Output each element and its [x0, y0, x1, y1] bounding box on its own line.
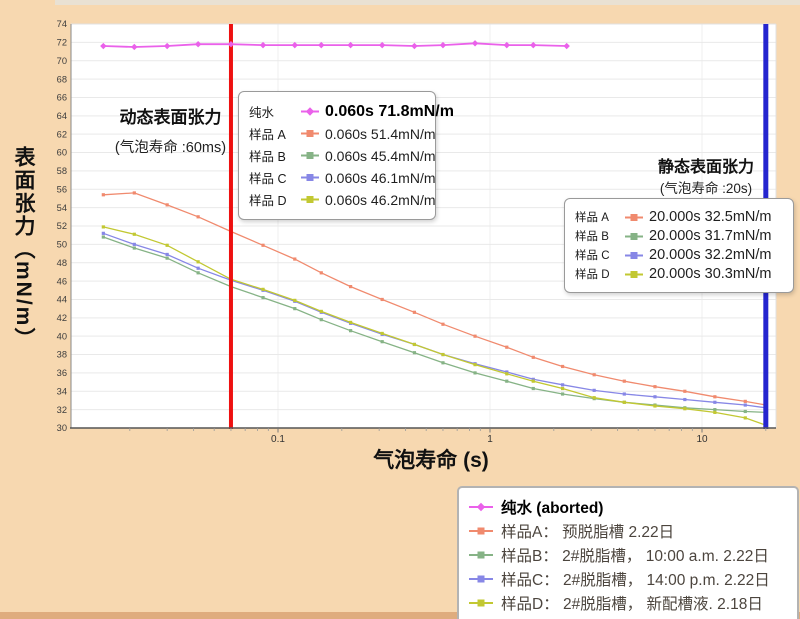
svg-text:1: 1 [487, 434, 493, 445]
series-marker-icon [468, 597, 494, 609]
dynamic-tooltip-row: 纯水 0.060s 71.8mN/m [249, 102, 454, 121]
series-marker-icon [300, 150, 320, 161]
svg-text:70: 70 [57, 56, 67, 66]
series-marker-icon [300, 128, 320, 139]
dynamic-bubble-life-label: (气泡寿命 :60ms) [114, 140, 227, 156]
svg-text:62: 62 [57, 129, 67, 139]
series-marker-icon [624, 250, 644, 261]
series-marker-icon [624, 212, 644, 223]
legend-item-label: 纯水 (aborted) [501, 500, 604, 517]
measurement-value: 20.000s 31.7mN/m [649, 228, 772, 244]
svg-text:66: 66 [57, 93, 67, 103]
legend-item: 样品D： 2#脱脂槽， 新配槽液. 2.18日 [468, 592, 788, 614]
svg-text:44: 44 [57, 295, 67, 305]
svg-text:50: 50 [57, 240, 67, 250]
series-marker-icon [468, 549, 494, 561]
svg-text:48: 48 [57, 258, 67, 268]
top-border-band [55, 0, 800, 5]
measurement-value: 0.060s 46.1mN/m [325, 169, 436, 186]
static-surface-tension-label: 静态表面张力 [657, 159, 754, 176]
series-name: 样品 A [575, 212, 609, 224]
svg-text:74: 74 [57, 19, 67, 29]
svg-text:32: 32 [57, 405, 67, 415]
dynamic-tooltip-row: 样品 A 0.060s 51.4mN/m [249, 124, 436, 143]
dynamic-tooltip-row: 样品 B 0.060s 45.4mN/m [249, 146, 436, 165]
svg-text:0.1: 0.1 [271, 434, 285, 445]
svg-text:60: 60 [57, 148, 67, 158]
measurement-value: 0.060s 45.4mN/m [325, 147, 436, 164]
static-tooltip-row: 样品 D 20.000s 30.3mN/m [575, 266, 783, 282]
legend-item: 样品C： 2#脱脂槽， 14:00 p.m. 2.22日 [468, 568, 788, 590]
series-name: 样品 B [575, 231, 609, 243]
series-marker-icon [468, 501, 494, 513]
svg-text:54: 54 [57, 203, 67, 213]
legend-item-label: 样品B： 2#脱脂槽， 10:00 a.m. 2.22日 [501, 548, 769, 565]
svg-text:40: 40 [57, 331, 67, 341]
series-marker-icon [624, 231, 644, 242]
svg-text:72: 72 [57, 38, 67, 48]
svg-text:42: 42 [57, 313, 67, 323]
svg-text:64: 64 [57, 111, 67, 121]
series-marker-icon [624, 269, 644, 280]
series-name: 样品 D [249, 194, 287, 208]
measurement-value: 20.000s 30.3mN/m [649, 266, 772, 282]
series-name: 样品 C [575, 250, 610, 262]
static-tooltip-row: 样品 B 20.000s 31.7mN/m [575, 228, 783, 244]
series-marker-icon [468, 573, 494, 585]
series-marker-icon [468, 525, 494, 537]
static-values-tooltip: 样品 A 20.000s 32.5mN/m 样品 B 20.000s 31.7mN/m… [564, 198, 794, 293]
bottom-border-band [0, 612, 800, 619]
series-legend: 纯水 (aborted) 样品A： 预脱脂槽 2.22日样品B： 2#脱脂槽， 1… [457, 486, 799, 619]
static-tooltip-row: 样品 C 20.000s 32.2mN/m [575, 247, 783, 263]
measurement-value: 20.000s 32.5mN/m [649, 209, 772, 225]
x-axis-title: 气泡寿命 (s) [373, 449, 489, 472]
dynamic-surface-tension-label: 动态表面张力 [119, 108, 222, 127]
measurement-value: 20.000s 32.2mN/m [649, 247, 772, 263]
measurement-value: 0.060s 71.8mN/m [325, 102, 454, 120]
series-name: 样品 C [249, 172, 287, 186]
series-marker-icon [300, 194, 320, 205]
legend-item: 样品B： 2#脱脂槽， 10:00 a.m. 2.22日 [468, 544, 788, 566]
legend-item: 样品A： 预脱脂槽 2.22日 [468, 520, 788, 542]
measurement-value: 0.060s 51.4mN/m [325, 125, 436, 142]
legend-item-label: 样品C： 2#脱脂槽， 14:00 p.m. 2.22日 [501, 572, 770, 589]
svg-text:34: 34 [57, 386, 67, 396]
legend-item: 纯水 (aborted) [468, 496, 788, 518]
series-name: 样品 D [575, 269, 610, 281]
svg-text:68: 68 [57, 74, 67, 84]
dynamic-values-tooltip: 纯水 0.060s 71.8mN/m 样品 A 0.060s 51.4mN/m 样品 B… [238, 91, 454, 220]
series-marker-icon [300, 172, 320, 183]
legend-item-label: 样品A： 预脱脂槽 2.22日 [501, 524, 675, 541]
static-bubble-life-label: (气泡寿命 :20s) [659, 181, 753, 196]
svg-text:56: 56 [57, 184, 67, 194]
svg-text:52: 52 [57, 221, 67, 231]
static-tooltip-row: 样品 A 20.000s 32.5mN/m [575, 209, 783, 225]
svg-text:38: 38 [57, 350, 67, 360]
svg-text:58: 58 [57, 166, 67, 176]
series-marker-icon [300, 106, 320, 117]
series-name: 样品 A [249, 128, 286, 142]
legend-item-label: 样品D： 2#脱脂槽， 新配槽液. 2.18日 [501, 596, 763, 613]
measurement-value: 0.060s 46.2mN/m [325, 191, 436, 208]
dynamic-tooltip-row: 样品 C 0.060s 46.1mN/m [249, 168, 436, 187]
series-name: 纯水 [249, 106, 275, 120]
svg-text:30: 30 [57, 423, 67, 433]
dynamic-tooltip-row: 样品 D 0.060s 46.2mN/m [249, 190, 436, 209]
svg-text:10: 10 [696, 434, 708, 445]
svg-text:36: 36 [57, 368, 67, 378]
y-axis-title: 表面张力（mN/m） [12, 146, 35, 351]
series-name: 样品 B [249, 150, 286, 164]
svg-text:46: 46 [57, 276, 67, 286]
